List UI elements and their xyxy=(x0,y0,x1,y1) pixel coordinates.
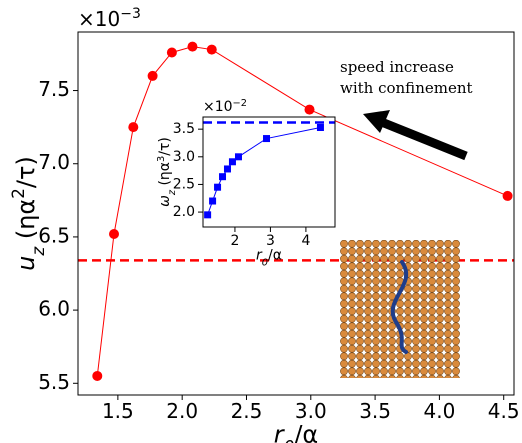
x-tick-label: 2 xyxy=(230,233,239,249)
label-part: 0 xyxy=(284,437,295,443)
marker xyxy=(166,47,177,58)
marker xyxy=(223,165,231,173)
arrow-shaft xyxy=(382,118,468,161)
marker xyxy=(234,153,242,161)
label-part: 2 xyxy=(8,188,28,199)
x-tick-label: 3 xyxy=(266,233,275,249)
annotation: speed increase xyxy=(340,58,454,76)
label-part: ×10 xyxy=(78,7,120,31)
marker xyxy=(209,197,217,205)
label-part: z xyxy=(167,189,178,196)
chart-panel: 2.02.53.03.52 3 4×10−2r0/αωz (ηα3/τ) xyxy=(156,98,336,269)
y-tick-label: 5.5 xyxy=(38,370,70,394)
label-part: ω xyxy=(157,195,173,207)
label-part: 3 xyxy=(156,156,167,162)
y-tick-label: 2.0 xyxy=(173,204,195,220)
y-tick-label: 7.5 xyxy=(38,77,70,101)
marker xyxy=(304,104,315,115)
y-tick-label: 6.0 xyxy=(38,297,70,321)
label-part: /α xyxy=(268,248,282,264)
x-tick-label: 3.5 xyxy=(359,399,391,423)
label-part: (ηα xyxy=(12,199,40,247)
y-tick-label: 3.0 xyxy=(173,149,195,165)
helix xyxy=(390,260,409,354)
frame xyxy=(202,116,336,228)
x-axis-label: r0/α xyxy=(274,421,318,443)
marker xyxy=(502,190,513,201)
x-tick-label: 3.0 xyxy=(295,399,327,423)
marker xyxy=(92,370,103,381)
marker xyxy=(187,41,198,52)
frame xyxy=(77,31,515,396)
marker xyxy=(128,122,139,133)
x-tick-label: 2.5 xyxy=(231,399,263,423)
marker xyxy=(316,124,324,132)
y-tick-label: 3.5 xyxy=(173,121,195,137)
annotation: with confinement xyxy=(340,79,473,97)
arrow-head xyxy=(363,110,390,133)
x-tick-label: 1.5 xyxy=(102,399,134,423)
label-part: 0 xyxy=(262,257,268,268)
label-part: ×10 xyxy=(203,99,233,115)
label-part: /α xyxy=(294,421,318,443)
x-axis-label: r0/α xyxy=(256,248,282,269)
label-part: (ηα xyxy=(157,162,173,190)
plot-area xyxy=(203,117,335,227)
marker xyxy=(204,211,212,219)
x-tick-label: 2.0 xyxy=(166,399,198,423)
multiplier: ×10−3 xyxy=(78,6,141,31)
label-part: /τ) xyxy=(157,137,173,156)
x-tick-label: 4.5 xyxy=(488,399,520,423)
marker xyxy=(228,158,236,166)
marker xyxy=(147,70,158,81)
multiplier: ×10−2 xyxy=(203,98,247,116)
y-tick-label: 2.5 xyxy=(173,176,195,192)
label-part: r xyxy=(256,248,263,264)
x-tick-label: 4 xyxy=(301,233,310,249)
y-axis-label: uz (ηα2/τ) xyxy=(8,156,48,271)
label-part: −3 xyxy=(120,6,141,22)
marker xyxy=(206,44,217,55)
marker xyxy=(109,228,120,239)
label-part: r xyxy=(274,421,286,443)
marker xyxy=(263,135,271,143)
x-tick-label: 4.0 xyxy=(423,399,455,423)
nanotube-image: speed increase with confinement xyxy=(340,58,473,378)
marker xyxy=(219,173,227,181)
label-part: /τ) xyxy=(12,156,40,188)
label-part: z xyxy=(28,246,48,257)
y-tick-label: 6.5 xyxy=(38,223,70,247)
label-part: −2 xyxy=(233,98,247,109)
marker xyxy=(214,183,222,191)
y-axis-label: ωz (ηα3/τ) xyxy=(156,137,178,207)
tube-wall xyxy=(340,240,460,378)
label-part: u xyxy=(12,256,40,271)
y-tick-label: 7.0 xyxy=(38,150,70,174)
